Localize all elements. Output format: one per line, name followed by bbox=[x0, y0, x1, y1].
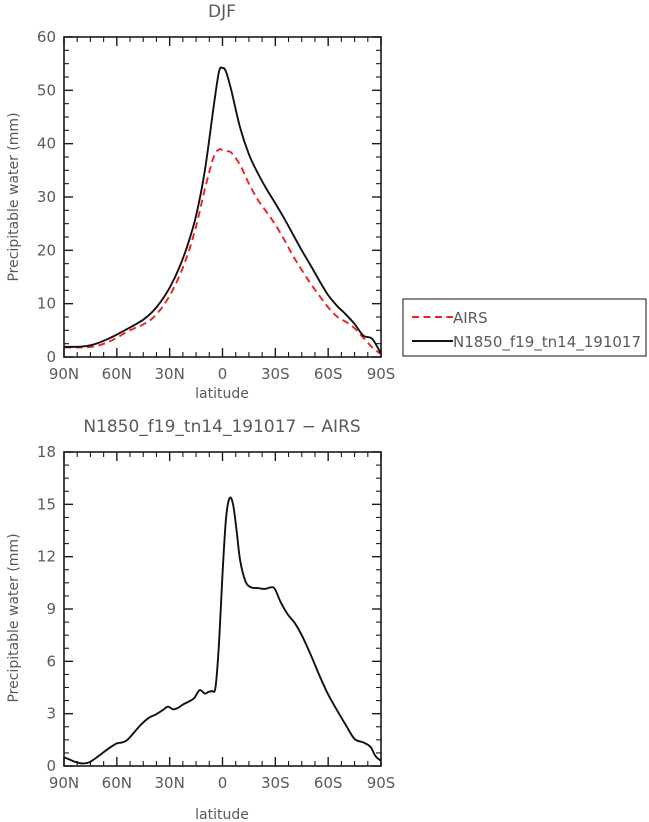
y-tick-label: 30 bbox=[37, 188, 56, 206]
y-tick-label: 15 bbox=[37, 495, 56, 513]
top-chart-ylabel: Precipitable water (mm) bbox=[6, 112, 22, 281]
top-chart-frame bbox=[63, 36, 382, 358]
y-tick-label: 50 bbox=[37, 81, 56, 99]
y-tick-label: 18 bbox=[37, 443, 56, 461]
x-tick-label: 30N bbox=[155, 774, 185, 792]
x-tick-label: 60N bbox=[102, 774, 132, 792]
y-tick-label: 0 bbox=[46, 757, 56, 775]
x-tick-label: 90N bbox=[49, 365, 79, 383]
x-tick-label: 90S bbox=[367, 774, 396, 792]
top-chart-panel: DJF Precipitable water (mm) latitude 90N… bbox=[0, 0, 649, 410]
x-tick-label: 30S bbox=[261, 774, 290, 792]
legend-box bbox=[402, 298, 647, 357]
top-chart-xlabel: latitude bbox=[195, 386, 249, 402]
top-chart-svg: DJF Precipitable water (mm) latitude 90N… bbox=[6, 2, 647, 402]
y-tick-label: 40 bbox=[37, 135, 56, 153]
legend-label-airs: AIRS bbox=[453, 309, 488, 327]
bottom-chart-title: N1850_f19_tn14_191017 − AIRS bbox=[83, 417, 360, 437]
chart-legend[interactable]: AIRS N1850_f19_tn14_191017 bbox=[402, 298, 647, 357]
series-line-airs bbox=[64, 148, 382, 356]
bottom-chart-frame bbox=[63, 451, 382, 767]
series-line-n1850-f19-tn14-191017 bbox=[63, 66, 382, 355]
x-tick-label: 0 bbox=[218, 774, 228, 792]
y-tick-label: 9 bbox=[46, 600, 56, 618]
x-tick-label: 60N bbox=[102, 365, 132, 383]
bottom-chart-ticks bbox=[63, 451, 382, 767]
bottom-chart-series-group bbox=[63, 496, 382, 765]
top-chart-series-group bbox=[63, 66, 382, 356]
top-chart-title: DJF bbox=[208, 2, 236, 22]
bottom-chart-xlabel: latitude bbox=[195, 807, 249, 822]
top-chart-ticks bbox=[63, 36, 382, 358]
y-tick-label: 20 bbox=[37, 241, 56, 259]
x-tick-label: 30N bbox=[155, 365, 185, 383]
bottom-chart-ylabel: Precipitable water (mm) bbox=[6, 533, 22, 702]
y-tick-label: 6 bbox=[46, 652, 56, 670]
x-tick-label: 90S bbox=[367, 365, 396, 383]
bottom-chart-svg: N1850_f19_tn14_191017 − AIRS Precipitabl… bbox=[6, 417, 395, 822]
x-tick-label: 30S bbox=[261, 365, 290, 383]
x-tick-label: 60S bbox=[314, 774, 343, 792]
x-tick-label: 0 bbox=[218, 365, 228, 383]
x-tick-label: 60S bbox=[314, 365, 343, 383]
y-tick-label: 0 bbox=[46, 348, 56, 366]
top-chart-tick-labels: 90N 60N 30N 0 30S 60S 90S 0 10 20 30 40 50 60 bbox=[37, 28, 395, 383]
series-line-n1850-f19-tn14-191017-airs bbox=[63, 496, 382, 765]
x-tick-label: 90N bbox=[49, 774, 79, 792]
y-tick-label: 10 bbox=[37, 295, 56, 313]
y-tick-label: 12 bbox=[37, 548, 56, 566]
legend-label-n1850-f19-tn14-191017: N1850_f19_tn14_191017 bbox=[453, 333, 641, 352]
y-tick-label: 60 bbox=[37, 28, 56, 46]
y-tick-label: 3 bbox=[46, 705, 56, 723]
bottom-chart-tick-labels: 90N 60N 30N 0 30S 60S 90S 0 3 6 9 12 15 18 bbox=[37, 443, 395, 792]
bottom-chart-panel: N1850_f19_tn14_191017 − AIRS Precipitabl… bbox=[0, 410, 649, 822]
